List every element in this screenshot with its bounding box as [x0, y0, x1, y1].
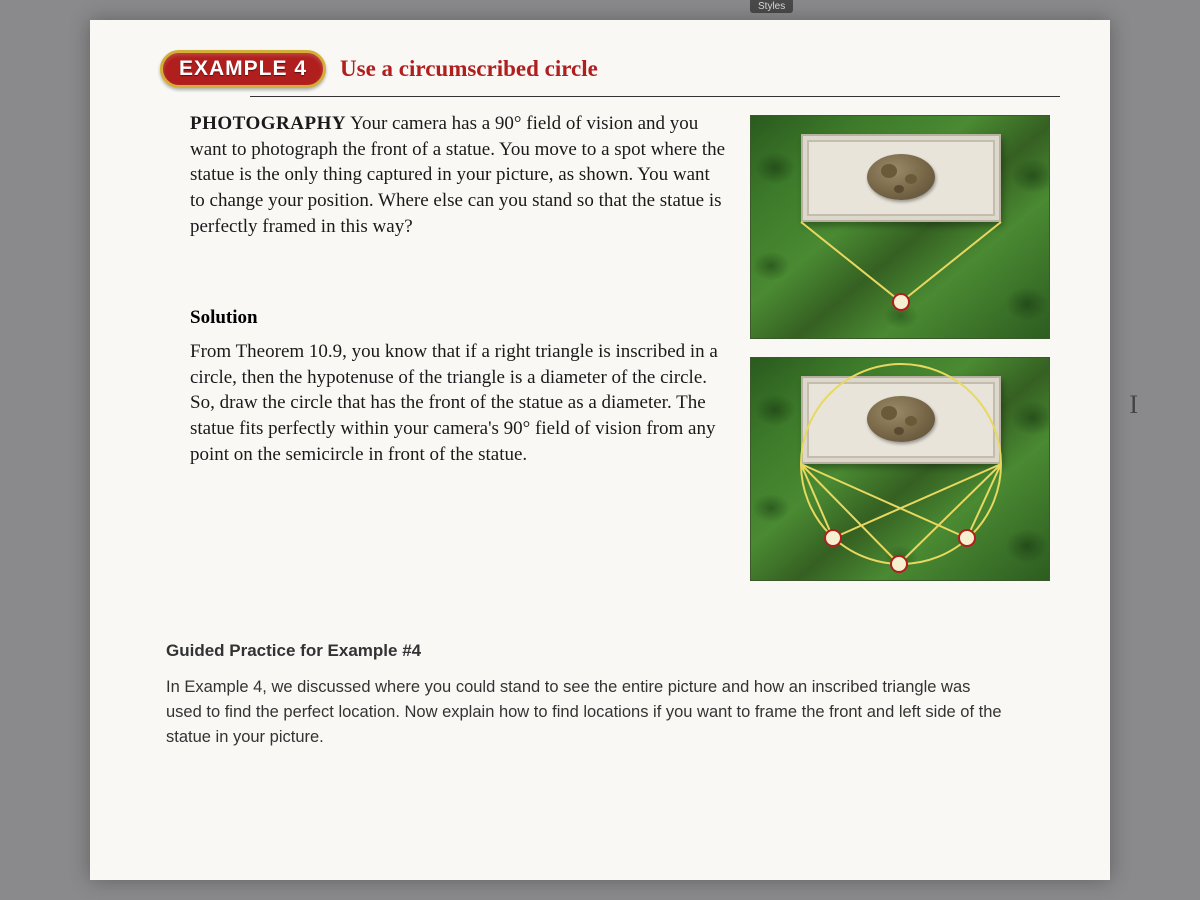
example-badge: EXAMPLE 4 — [160, 50, 326, 88]
problem-text: PHOTOGRAPHY Your camera has a 90° field … — [190, 111, 726, 239]
vision-cone-top — [751, 116, 1050, 339]
guided-practice: Guided Practice for Example #4 In Exampl… — [160, 641, 1060, 749]
guided-heading: Guided Practice for Example #4 — [166, 641, 1060, 661]
header-rule — [250, 96, 1060, 97]
solution-text: From Theorem 10.9, you know that if a ri… — [190, 339, 726, 467]
figure-bottom — [750, 357, 1050, 581]
document-page: EXAMPLE 4 Use a circumscribed circle PHO… — [90, 20, 1110, 880]
content-row: PHOTOGRAPHY Your camera has a 90° field … — [160, 111, 1060, 581]
example-header: EXAMPLE 4 Use a circumscribed circle — [160, 50, 1060, 88]
styles-tab: Styles — [750, 0, 793, 13]
vision-semicircle — [751, 358, 1050, 581]
figure-top — [750, 115, 1050, 339]
example-title: Use a circumscribed circle — [340, 56, 598, 82]
figure-column — [750, 111, 1060, 581]
problem-lead: PHOTOGRAPHY — [190, 113, 346, 134]
text-cursor-icon: I — [1129, 390, 1138, 420]
solution-heading: Solution — [190, 307, 726, 329]
guided-text: In Example 4, we discussed where you cou… — [166, 675, 1006, 749]
text-column: PHOTOGRAPHY Your camera has a 90° field … — [160, 111, 726, 581]
